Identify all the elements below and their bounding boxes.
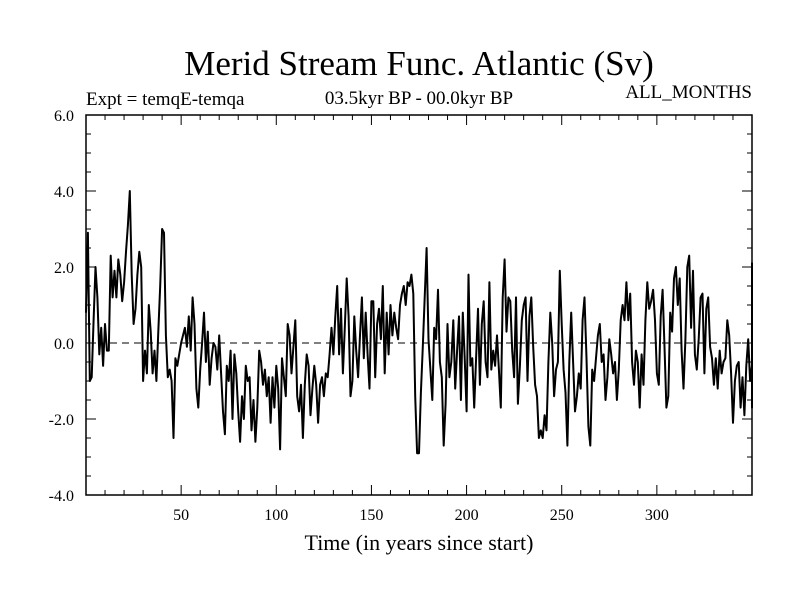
x-axis-ticks: 50 100 150 200 250 300 xyxy=(104,115,734,524)
x-tick-label: 150 xyxy=(359,507,383,524)
x-tick-label: 200 xyxy=(455,507,479,524)
experiment-label: Expt = temqE-temqa xyxy=(86,89,245,110)
plot-frame xyxy=(85,114,753,496)
chart-subtitle: 03.5kyr BP - 00.0kyr BP xyxy=(325,88,513,109)
x-tick-label: 50 xyxy=(173,507,189,524)
y-tick-label: 0.0 xyxy=(54,336,74,353)
y-tick-label: -4.0 xyxy=(49,488,74,505)
y-tick-label: -2.0 xyxy=(49,412,74,429)
y-axis-ticks: -4.0 -2.0 0.0 2.0 4.0 6.0 xyxy=(49,108,752,505)
y-tick-label: 4.0 xyxy=(54,184,74,201)
chart-title: Merid Stream Func. Atlantic (Sv) xyxy=(184,44,654,83)
y-tick-label: 2.0 xyxy=(54,260,74,277)
x-tick-label: 300 xyxy=(645,507,669,524)
x-tick-label: 100 xyxy=(264,507,288,524)
series-line xyxy=(85,190,753,455)
months-label: ALL_MONTHS xyxy=(625,82,752,103)
x-tick-label: 250 xyxy=(550,507,574,524)
x-axis-label: Time (in years since start) xyxy=(305,530,534,555)
y-tick-label: 6.0 xyxy=(54,108,74,125)
